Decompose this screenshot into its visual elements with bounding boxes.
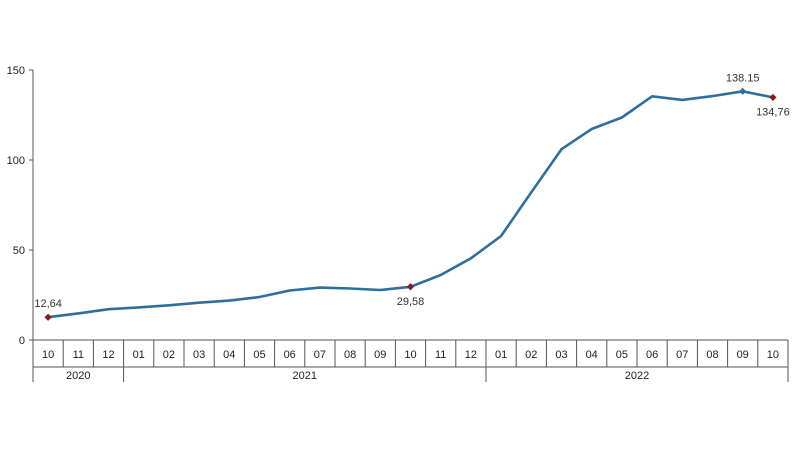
x-axis-years: 2020 2021 2022 bbox=[32, 367, 789, 382]
y-tick-label: 0 bbox=[19, 335, 25, 347]
x-tick-label: 02 bbox=[525, 349, 537, 361]
y-tick-label: 100 bbox=[7, 155, 25, 167]
x-tick-label: 11 bbox=[435, 349, 446, 361]
x-tick-label: 06 bbox=[284, 349, 296, 361]
data-labels: 12,64 29,58 138.15 134,76 bbox=[34, 72, 790, 321]
x-tick-label: 01 bbox=[133, 349, 145, 361]
x-tick-label: 12 bbox=[102, 349, 114, 361]
x-tick-label: 01 bbox=[495, 349, 507, 361]
x-tick-label: 09 bbox=[737, 349, 749, 361]
x-tick-label: 08 bbox=[344, 349, 356, 361]
x-tick-label: 09 bbox=[374, 349, 386, 361]
x-tick-label: 11 bbox=[73, 349, 84, 361]
data-label: 29,58 bbox=[397, 296, 425, 308]
y-tick-label: 150 bbox=[7, 65, 25, 77]
data-point-marker bbox=[739, 87, 747, 95]
x-tick-label: 02 bbox=[163, 349, 175, 361]
data-point-marker bbox=[44, 313, 52, 321]
data-label: 12,64 bbox=[34, 298, 62, 310]
x-tick-label: 07 bbox=[314, 349, 326, 361]
data-point-marker bbox=[769, 93, 777, 102]
data-point-marker bbox=[406, 283, 415, 291]
x-tick-label: 06 bbox=[646, 349, 658, 361]
x-axis-categories: 10 11 12 01 02 03 04 05 06 07 08 09 10 11 12 01 02 03 04 05… bbox=[32, 340, 789, 368]
data-label: 134,76 bbox=[756, 106, 790, 118]
year-label: 2021 bbox=[293, 370, 317, 382]
x-tick-label: 12 bbox=[465, 349, 477, 361]
y-axis-ticks: 0 50 100 150 bbox=[7, 65, 33, 347]
x-tick-label: 05 bbox=[616, 349, 628, 361]
x-tick-label: 08 bbox=[706, 349, 718, 361]
x-tick-label: 07 bbox=[676, 349, 688, 361]
x-tick-label: 10 bbox=[42, 349, 54, 361]
x-tick-label: 04 bbox=[586, 349, 598, 361]
axes bbox=[32, 70, 788, 341]
x-tick-label: 05 bbox=[253, 349, 265, 361]
y-tick-label: 50 bbox=[13, 245, 25, 257]
x-tick-label: 10 bbox=[767, 349, 779, 361]
x-tick-label: 04 bbox=[223, 349, 235, 361]
x-tick-label: 03 bbox=[555, 349, 567, 361]
year-label: 2022 bbox=[625, 370, 649, 382]
year-label: 2020 bbox=[66, 370, 90, 382]
x-tick-label: 10 bbox=[404, 349, 416, 361]
x-tick-label: 03 bbox=[193, 349, 205, 361]
data-label: 138.15 bbox=[726, 72, 760, 84]
